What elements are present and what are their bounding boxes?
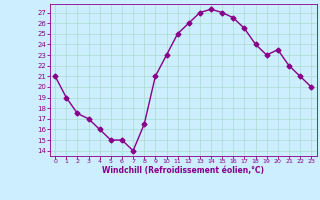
X-axis label: Windchill (Refroidissement éolien,°C): Windchill (Refroidissement éolien,°C) xyxy=(102,166,264,175)
